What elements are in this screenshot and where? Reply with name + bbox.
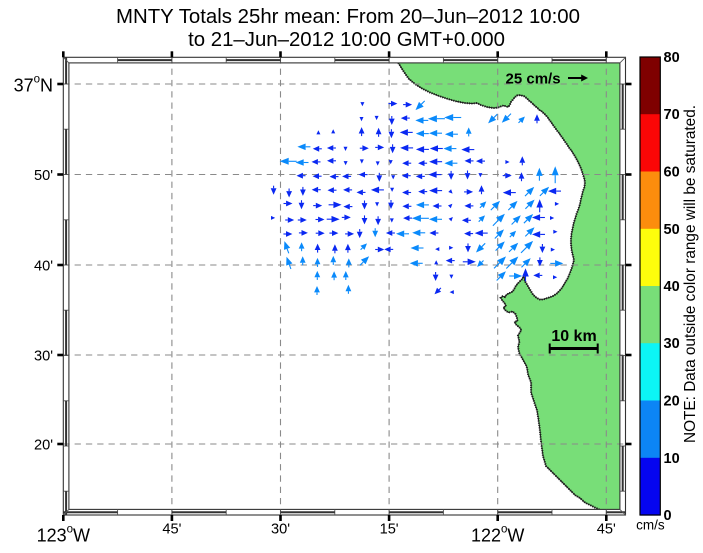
svg-text:25 cm/s: 25 cm/s	[506, 71, 561, 88]
svg-text:20': 20'	[34, 437, 53, 453]
svg-text:10 km: 10 km	[551, 328, 596, 345]
svg-text:123oW: 123oW	[37, 523, 90, 545]
svg-text:45': 45'	[597, 522, 616, 538]
svg-text:50: 50	[664, 222, 680, 238]
svg-text:cm/s: cm/s	[636, 518, 665, 533]
svg-text:0: 0	[664, 508, 672, 524]
svg-text:60: 60	[664, 165, 680, 181]
svg-text:NOTE: Data outside color range: NOTE: Data outside color range will be s…	[682, 105, 699, 443]
svg-text:to 21–Jun–2012 10:00 GMT+0.000: to 21–Jun–2012 10:00 GMT+0.000	[188, 29, 505, 51]
svg-text:MNTY Totals 25hr mean: From 20: MNTY Totals 25hr mean: From 20–Jun–2012 …	[116, 6, 580, 28]
svg-text:40: 40	[664, 279, 680, 295]
svg-text:70: 70	[664, 107, 680, 123]
svg-text:20: 20	[664, 394, 680, 410]
svg-text:10: 10	[664, 451, 680, 467]
svg-text:37oN: 37oN	[14, 73, 53, 95]
svg-text:80: 80	[664, 50, 680, 66]
svg-text:30: 30	[664, 336, 680, 352]
svg-text:45': 45'	[162, 522, 181, 538]
svg-text:40': 40'	[34, 258, 53, 274]
svg-text:15': 15'	[380, 522, 399, 538]
svg-text:50': 50'	[34, 168, 53, 184]
svg-text:122oW: 122oW	[471, 523, 524, 545]
svg-text:30': 30'	[271, 522, 290, 538]
svg-text:30': 30'	[34, 348, 53, 364]
